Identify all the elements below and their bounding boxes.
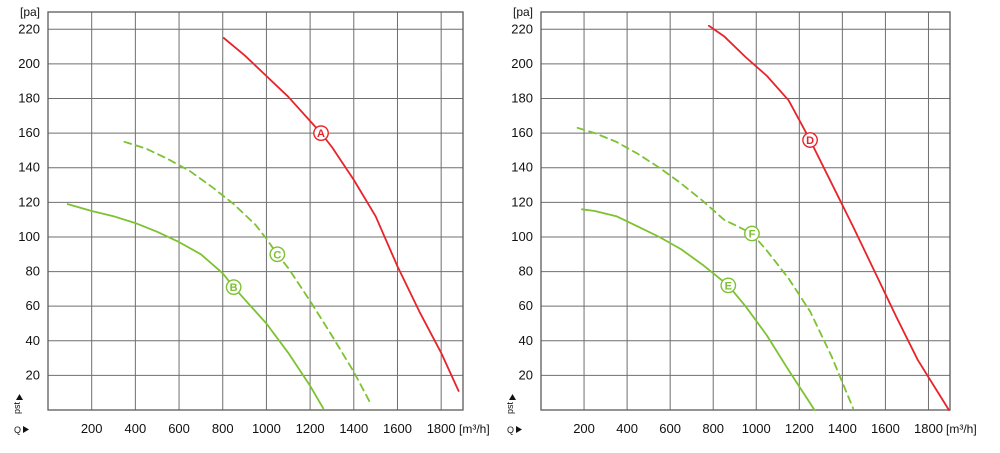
y-tick-label: 20 xyxy=(519,367,533,382)
curve-label-circle-a xyxy=(313,125,329,142)
x-axis-arrow-icon xyxy=(516,426,522,433)
y-tick-label: 180 xyxy=(18,91,40,106)
x-tick-label: 1400 xyxy=(339,421,368,436)
y-tick-label: 220 xyxy=(511,21,533,36)
x-tick-label: 1200 xyxy=(785,421,814,436)
y-tick-label: 160 xyxy=(511,125,533,140)
curve-label-b: B xyxy=(230,282,238,294)
x-axis-symbol: Q xyxy=(507,425,514,435)
y-axis-arrow-icon xyxy=(16,394,23,400)
y-tick-label: 40 xyxy=(519,333,533,348)
x-tick-label: 1600 xyxy=(871,421,900,436)
x-tick-label: 1000 xyxy=(252,421,281,436)
x-tick-label: 200 xyxy=(573,421,595,436)
curve-label-c: C xyxy=(273,249,281,261)
curve-label-circle-e xyxy=(720,277,737,294)
y-tick-label: 120 xyxy=(18,194,40,209)
x-tick-label: 200 xyxy=(81,421,103,436)
chart-panel-2: 20 40 60 80 100 120 140 160 180 200 220 200 400 600 80… xyxy=(505,5,977,436)
x-axis-arrow-icon xyxy=(23,426,29,433)
y-tick-label: 200 xyxy=(18,56,40,71)
curve-label-f: F xyxy=(749,228,756,240)
curve-label-circle-f xyxy=(744,225,760,242)
x-tick-label: 800 xyxy=(212,421,234,436)
y-tick-label: 100 xyxy=(18,229,40,244)
plot-frame xyxy=(47,11,464,411)
y-tick-label: 140 xyxy=(511,160,533,175)
curve-c xyxy=(123,140,373,406)
x-axis-symbol: Q xyxy=(14,425,21,435)
y-tick-label: 60 xyxy=(26,298,40,313)
y-axis-arrow-icon xyxy=(509,394,516,400)
curve-f xyxy=(576,127,854,410)
y-tick-label: 80 xyxy=(519,264,533,279)
curve-label-circle-b xyxy=(225,279,242,296)
y-axis-unit: [pa] xyxy=(20,5,40,19)
y-tick-label: 20 xyxy=(26,367,40,382)
y-tick-label: 40 xyxy=(26,333,40,348)
chart-panel-1: 20 40 60 80 100 120 140 160 180 200 220 200 400 600 80… xyxy=(12,5,490,436)
curve-d xyxy=(708,24,950,411)
curve-label-a: A xyxy=(317,128,325,140)
y-tick-label: 80 xyxy=(26,264,40,279)
x-tick-label: 1600 xyxy=(383,421,412,436)
x-tick-label: 1800 xyxy=(914,421,943,436)
y-tick-label: 180 xyxy=(511,91,533,106)
curve-label-circle-d xyxy=(802,132,818,148)
x-axis-unit: [m³/h] xyxy=(459,422,490,436)
curve-label-e: E xyxy=(725,280,732,292)
curve-label-circle-c xyxy=(269,246,286,263)
x-tick-label: 400 xyxy=(125,421,147,436)
y-tick-label: 120 xyxy=(511,194,533,209)
x-tick-label: 1000 xyxy=(742,421,771,436)
y-tick-label: 140 xyxy=(18,160,40,175)
y-tick-label: 100 xyxy=(511,229,533,244)
x-tick-label: 800 xyxy=(702,421,724,436)
y-tick-label: 200 xyxy=(511,56,533,71)
y-axis-unit: [pa] xyxy=(513,5,533,19)
x-tick-label: 1200 xyxy=(296,421,325,436)
x-tick-label: 600 xyxy=(168,421,190,436)
curve-label-d: D xyxy=(806,135,814,147)
x-tick-label: 600 xyxy=(659,421,681,436)
y-tick-label: 160 xyxy=(18,125,40,140)
y-axis-symbol: pst xyxy=(505,401,515,414)
x-axis-unit: [m³/h] xyxy=(946,422,977,436)
curve-b xyxy=(66,203,325,410)
y-tick-label: 60 xyxy=(519,298,533,313)
curve-e xyxy=(581,208,816,411)
y-tick-label: 220 xyxy=(18,21,40,36)
y-axis-symbol: pst xyxy=(12,401,22,414)
curve-a xyxy=(222,37,460,392)
x-tick-label: 1400 xyxy=(828,421,857,436)
x-tick-label: 1800 xyxy=(427,421,456,436)
plot-frame xyxy=(540,11,951,411)
x-tick-label: 400 xyxy=(616,421,638,436)
